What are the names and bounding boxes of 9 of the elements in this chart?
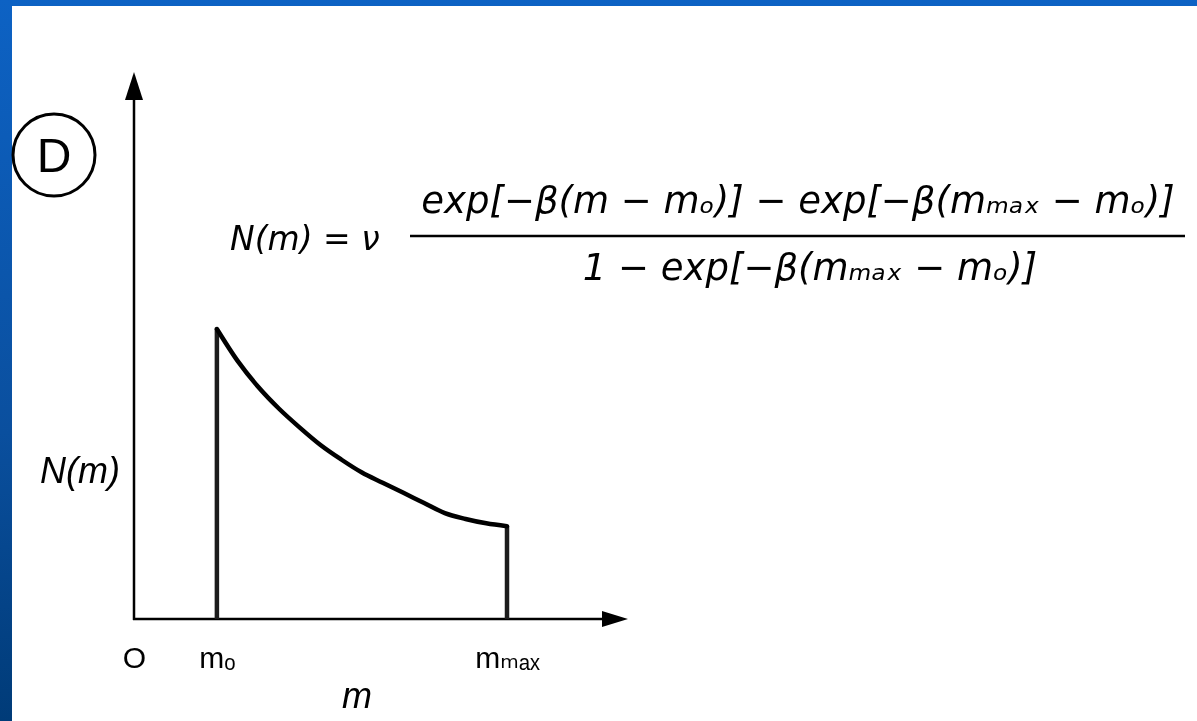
text: N(m) = ν [230, 219, 380, 258]
x-axis-title: m [342, 675, 372, 716]
y-axis-title: N(m) [40, 450, 120, 491]
x-tick-label: mₘₐₓ [475, 641, 540, 675]
x-tick-label: O [122, 641, 147, 675]
x-tick-label: mₒ [199, 641, 236, 675]
text: 1 − exp[−β(mₘₐₓ − mₒ)] [582, 246, 1038, 289]
text: exp[−β(m − mₒ)] − exp[−β(mₘₐₓ − mₒ)] [421, 179, 1175, 222]
chart-title: D [36, 129, 72, 182]
